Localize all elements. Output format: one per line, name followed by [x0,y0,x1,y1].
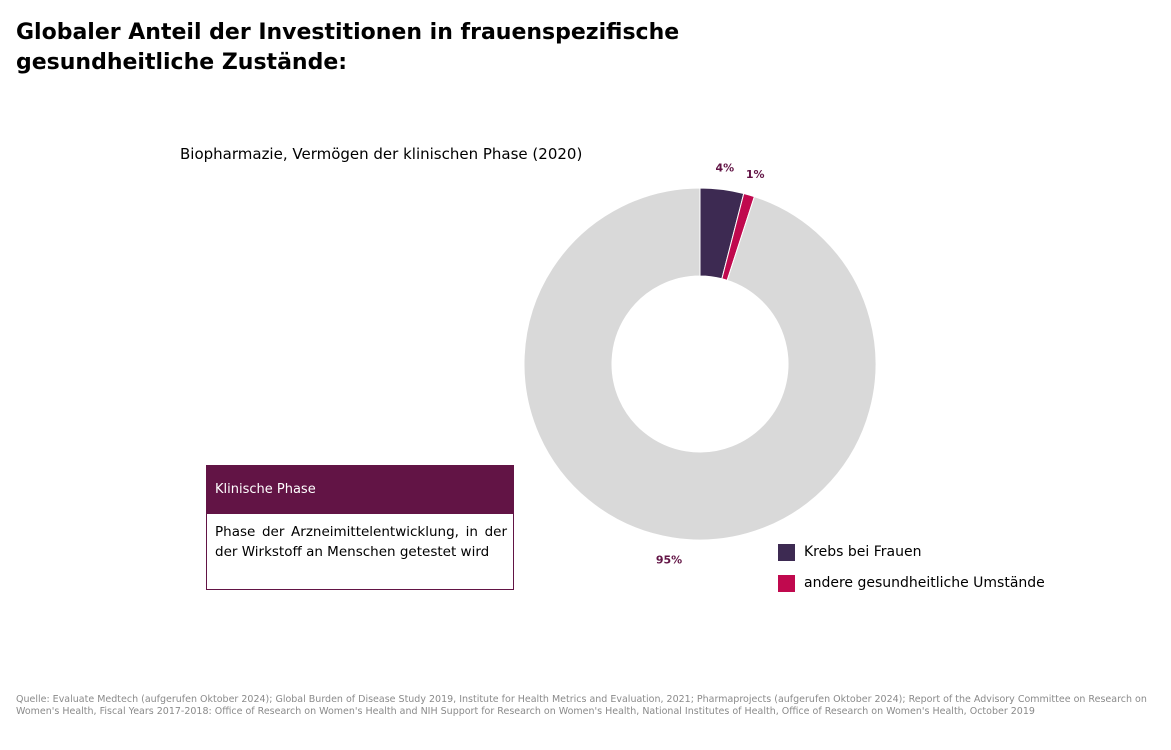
source-note: Quelle: Evaluate Medtech (aufgerufen Okt… [16,694,1147,717]
slice-percent-label: 95% [656,554,682,567]
slice-percent-label: 1% [746,168,765,181]
legend: Krebs bei Frauen andere gesundheitliche … [778,543,1045,605]
slice-percent-label: 4% [715,162,734,175]
legend-swatch [778,574,795,592]
legend-label: andere gesundheitliche Umstände [804,575,1045,591]
legend-item-andere: andere gesundheitliche Umstände [778,574,1045,592]
definition-heading: Klinische Phase [207,466,513,514]
page-title: Globaler Anteil der Investitionen in fra… [16,20,680,75]
definition-text: Phase der Arzneimittelentwicklung, in de… [215,524,507,560]
chart-subtitle: Biopharmazie, Vermögen der klinischen Ph… [180,145,583,163]
definition-box: Klinische Phase Phase der Arzneimittelen… [206,465,514,590]
legend-swatch [778,543,795,561]
legend-label: Krebs bei Frauen [804,544,922,560]
donut-slice [523,187,877,541]
legend-item-krebs: Krebs bei Frauen [778,543,1045,561]
